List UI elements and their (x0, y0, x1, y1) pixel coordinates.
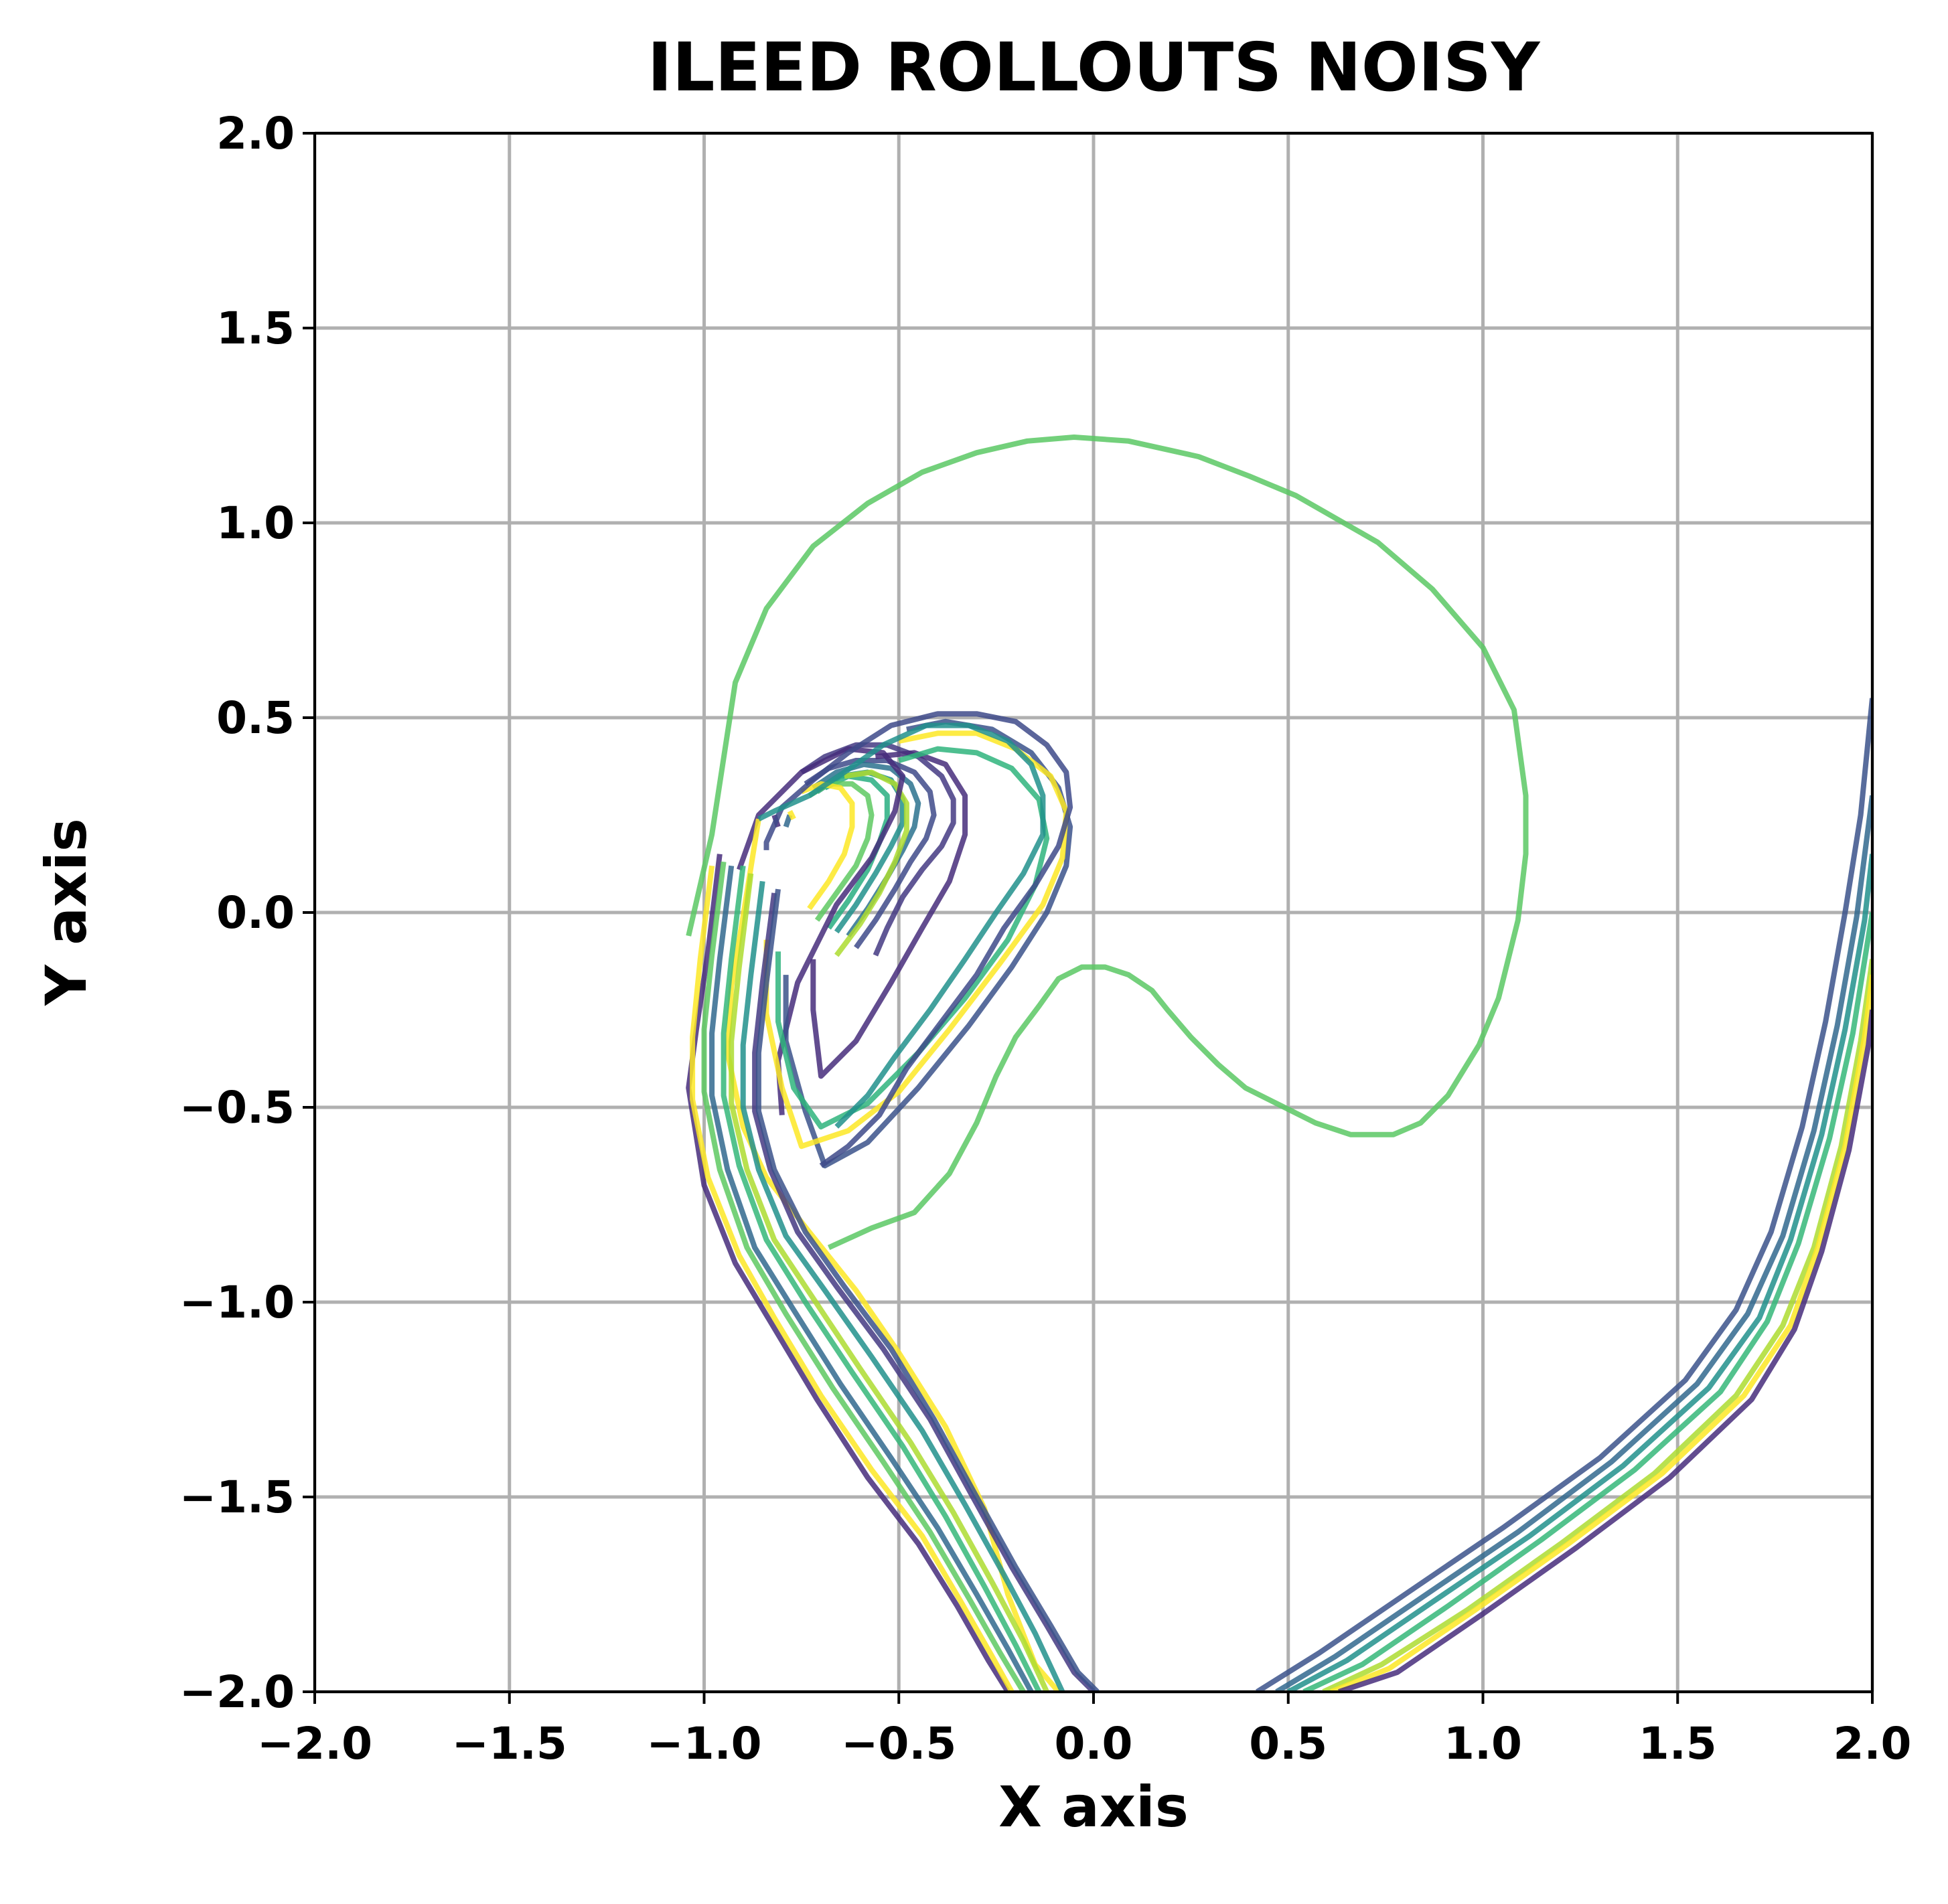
x-tick-label: −1.5 (452, 1718, 567, 1769)
rollout-line-5 (824, 773, 890, 930)
rollout-line-28 (755, 888, 1100, 1692)
x-tick-label: 2.0 (1833, 1718, 1912, 1769)
rollout-line-31 (1286, 854, 1872, 1692)
rollout-line-14 (783, 718, 1073, 1169)
rollout-trajectories (686, 434, 1872, 1692)
y-tick-label: −2.0 (179, 1666, 295, 1718)
rollout-line-10 (783, 814, 793, 828)
rollout-line-33 (1322, 959, 1872, 1692)
y-tick-label: 1.0 (216, 497, 295, 549)
y-tick-label: 2.0 (216, 108, 295, 159)
y-axis-label: Y axis (33, 818, 99, 1006)
rollout-line-35 (1338, 1010, 1872, 1692)
x-tick-label: −2.0 (257, 1718, 372, 1769)
rollout-line-0 (686, 434, 1529, 1251)
rollout-line-13 (810, 750, 968, 1079)
rollout-line-16 (763, 730, 1069, 1149)
rollout-line-23 (709, 865, 1034, 1692)
y-tick-label: −0.5 (179, 1082, 295, 1133)
rollout-line-6 (808, 781, 875, 922)
y-tick-label: 0.0 (216, 887, 295, 939)
rollout-line-27 (752, 892, 1096, 1692)
rollout-line-19 (757, 722, 1046, 1129)
y-tick-label: −1.5 (179, 1472, 295, 1523)
rollout-line-25 (729, 873, 1049, 1692)
x-tick-label: 0.0 (1055, 1718, 1133, 1769)
rollout-line-32 (1302, 912, 1872, 1692)
x-tick-label: −0.5 (841, 1718, 956, 1769)
axis-ticks: −2.0 −1.5 −1.0 −0.5 0.0 0.5 1.0 1.5 2.0 2.0 1.5 1.0… (179, 108, 1912, 1769)
rollout-line-26 (740, 880, 1065, 1692)
chart-title: ILEED ROLLOUTS NOISY (648, 28, 1541, 106)
rollout-line-2 (804, 758, 937, 949)
y-tick-label: 0.5 (216, 692, 295, 744)
rollout-line-7 (834, 769, 909, 957)
rollout-line-17 (763, 711, 1073, 1168)
rollout-line-11 (787, 809, 796, 821)
rollout-line-15 (775, 746, 1050, 1130)
rollout-line-21 (690, 865, 1015, 1692)
rollout-line-30 (1275, 795, 1872, 1692)
y-tick-label: −1.0 (179, 1277, 295, 1328)
y-tick-label: 1.5 (216, 303, 295, 354)
rollout-line-29 (1256, 698, 1872, 1692)
x-tick-label: −1.0 (646, 1718, 761, 1769)
rollout-line-22 (701, 861, 1026, 1692)
rollout-line-12 (737, 746, 906, 1115)
rollout-line-34 (1330, 974, 1872, 1692)
x-axis-label: X axis (998, 1774, 1189, 1840)
x-tick-label: 1.0 (1444, 1718, 1522, 1769)
rollout-line-20 (686, 854, 1010, 1692)
x-tick-label: 0.5 (1249, 1718, 1327, 1769)
rollout-line-24 (721, 865, 1042, 1692)
x-tick-label: 1.5 (1639, 1718, 1717, 1769)
